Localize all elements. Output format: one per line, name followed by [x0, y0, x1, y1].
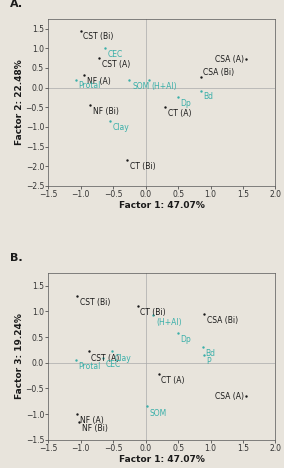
Point: [176, 329, 180, 336]
Text: NF (A): NF (A): [80, 416, 104, 425]
Text: NF (Bi): NF (Bi): [82, 424, 108, 433]
Text: Dp: Dp: [181, 99, 191, 108]
Text: CST (Bi): CST (Bi): [83, 32, 114, 42]
Text: SOM: SOM: [150, 409, 167, 417]
Text: CSA (Bi): CSA (Bi): [203, 67, 235, 77]
Text: B.: B.: [10, 253, 22, 263]
Text: Bd: Bd: [205, 350, 215, 358]
Point: [73, 356, 78, 364]
Text: SOM: SOM: [132, 82, 149, 91]
Point: [156, 370, 161, 378]
Text: Dp: Dp: [181, 335, 191, 344]
Point: [75, 410, 80, 418]
Point: [202, 351, 206, 359]
Point: [135, 302, 140, 310]
X-axis label: Factor 1: 47.07%: Factor 1: 47.07%: [119, 201, 205, 210]
Point: [82, 71, 86, 79]
Point: [244, 393, 248, 400]
Text: CT (A): CT (A): [161, 376, 185, 385]
Point: [75, 292, 80, 300]
Point: [86, 348, 91, 355]
Point: [125, 157, 130, 164]
Point: [151, 312, 156, 319]
Point: [108, 117, 112, 124]
Point: [202, 310, 206, 318]
Text: Bd: Bd: [203, 92, 213, 101]
Point: [147, 77, 151, 84]
Point: [127, 77, 132, 84]
Point: [97, 54, 101, 62]
Text: CT (Bi): CT (Bi): [141, 308, 166, 317]
Text: CSA (Bi): CSA (Bi): [207, 316, 238, 325]
Text: CST (Bi): CST (Bi): [80, 298, 110, 307]
Text: Clay: Clay: [114, 353, 131, 363]
X-axis label: Factor 1: 47.07%: Factor 1: 47.07%: [119, 455, 205, 464]
Text: Protal: Protal: [78, 81, 101, 90]
Text: Protal: Protal: [78, 362, 101, 371]
Point: [201, 344, 205, 351]
Text: CST (A): CST (A): [91, 353, 119, 363]
Text: (H+Al): (H+Al): [151, 82, 177, 91]
Text: Clay: Clay: [112, 123, 129, 132]
Text: CT (Bi): CT (Bi): [130, 162, 156, 171]
Text: NF (Bi): NF (Bi): [93, 107, 119, 116]
Text: CT (A): CT (A): [168, 109, 191, 118]
Point: [176, 94, 180, 101]
Text: CSA (A): CSA (A): [215, 392, 244, 401]
Text: CSA (A): CSA (A): [215, 55, 244, 64]
Text: CST (A): CST (A): [101, 60, 130, 69]
Point: [101, 354, 106, 361]
Point: [244, 56, 248, 63]
Point: [77, 418, 82, 426]
Y-axis label: Factor 3: 19.24%: Factor 3: 19.24%: [14, 314, 24, 399]
Text: A.: A.: [10, 0, 23, 9]
Text: CEC: CEC: [108, 50, 123, 59]
Point: [78, 27, 83, 34]
Point: [145, 403, 149, 410]
Text: P: P: [207, 357, 211, 366]
Y-axis label: Factor 2: 22.48%: Factor 2: 22.48%: [14, 59, 24, 145]
Text: CEC: CEC: [106, 360, 121, 369]
Text: NF (A): NF (A): [87, 77, 110, 86]
Text: (H+Al): (H+Al): [156, 317, 182, 327]
Point: [199, 87, 203, 95]
Point: [163, 103, 167, 111]
Point: [73, 76, 78, 83]
Point: [110, 348, 114, 355]
Point: [88, 102, 93, 109]
Point: [199, 73, 203, 80]
Point: [103, 44, 108, 52]
